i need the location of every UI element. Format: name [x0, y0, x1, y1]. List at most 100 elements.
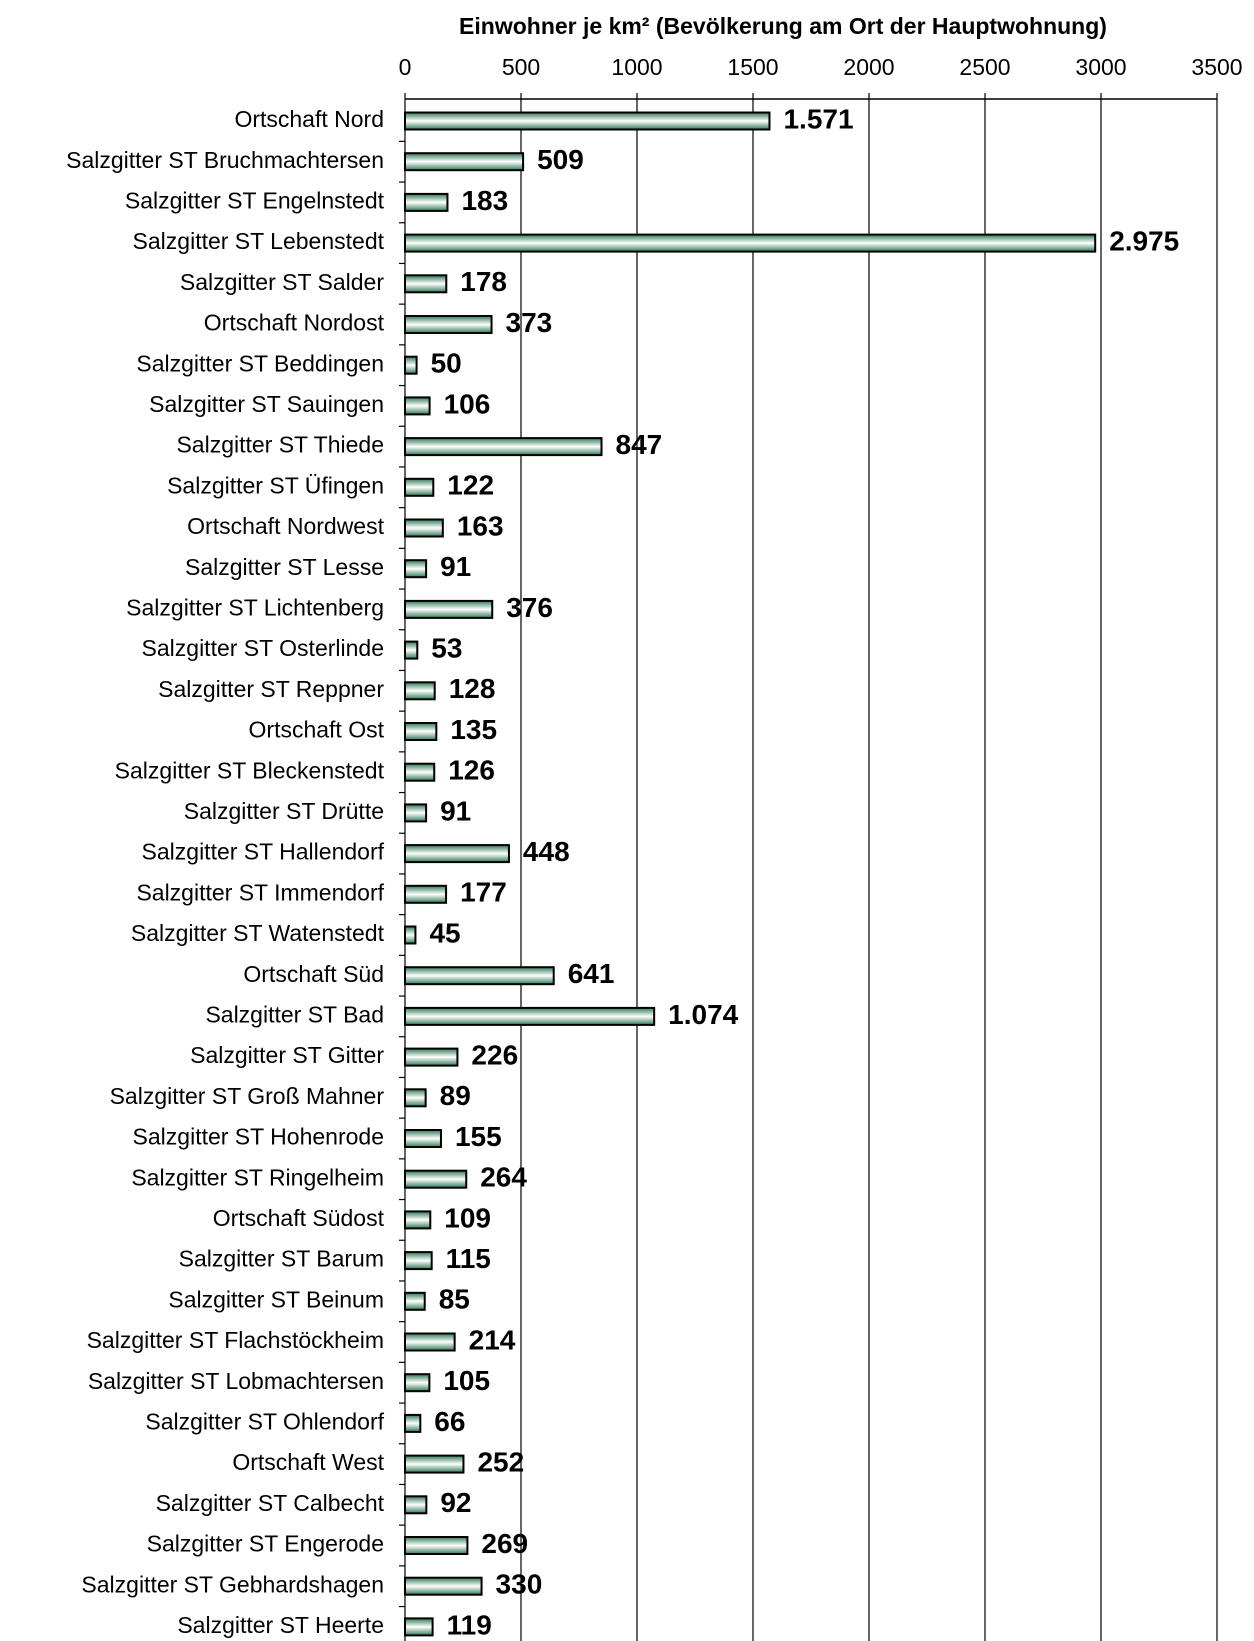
bar [404, 437, 603, 457]
value-label: 509 [537, 144, 584, 175]
category-label: Salzgitter ST Bruchmachtersen [66, 147, 384, 173]
bar [404, 1006, 656, 1026]
value-label: 1.571 [783, 103, 853, 134]
bar [404, 1413, 422, 1433]
bar [404, 1210, 432, 1230]
category-label: Salzgitter ST Osterlinde [142, 635, 384, 661]
bar [404, 1536, 469, 1555]
bar [404, 1047, 459, 1067]
category-label: Salzgitter ST Ohlendorf [145, 1408, 384, 1434]
bar [404, 722, 438, 741]
value-label: 105 [443, 1365, 490, 1396]
bar [404, 192, 449, 212]
bar [404, 1291, 426, 1311]
category-label: Salzgitter ST Thiede [176, 432, 384, 458]
value-label: 2.975 [1109, 225, 1179, 256]
value-label: 847 [616, 429, 663, 460]
bar [404, 274, 448, 294]
value-label: 252 [477, 1446, 524, 1477]
value-label: 183 [461, 185, 508, 216]
value-label: 269 [481, 1528, 528, 1559]
bar [404, 1332, 456, 1352]
bar [404, 844, 510, 864]
x-tick-label: 0 [399, 54, 412, 80]
value-label: 226 [471, 1039, 518, 1070]
value-label: 122 [447, 470, 494, 501]
category-label: Salzgitter ST Lesse [185, 554, 384, 580]
category-label: Salzgitter ST Engelnstedt [125, 187, 385, 213]
bar [404, 884, 448, 904]
category-label: Salzgitter ST Gitter [190, 1042, 384, 1068]
value-label: 155 [455, 1121, 502, 1152]
value-label: 373 [506, 307, 553, 338]
bar [404, 1129, 442, 1148]
category-label: Salzgitter ST Üfingen [167, 472, 384, 498]
x-tick-label: 2000 [843, 54, 894, 80]
category-label: Salzgitter ST Engerode [147, 1531, 384, 1557]
category-label: Salzgitter ST Barum [179, 1246, 384, 1272]
bar [404, 233, 1097, 253]
category-label: Salzgitter ST Flachstöckheim [87, 1327, 384, 1353]
bar [404, 762, 436, 782]
category-label: Salzgitter ST Drütte [184, 798, 384, 824]
category-label: Salzgitter ST Sauingen [149, 391, 384, 417]
category-label: Salzgitter ST Bad [205, 1001, 384, 1027]
value-label: 109 [444, 1202, 491, 1233]
value-label: 448 [523, 836, 570, 867]
bar [404, 477, 435, 497]
bar [404, 518, 444, 538]
value-label: 1.074 [668, 999, 738, 1030]
value-label: 85 [439, 1284, 470, 1315]
category-label: Salzgitter ST Beddingen [136, 350, 384, 376]
value-label: 91 [440, 551, 471, 582]
chart-title: Einwohner je km² (Bevölkerung am Ort der… [459, 13, 1107, 39]
value-label: 106 [444, 388, 491, 419]
value-label: 163 [457, 510, 504, 541]
bar [404, 1373, 431, 1393]
x-tick-label: 1000 [611, 54, 662, 80]
bar [404, 152, 525, 172]
category-label: Salzgitter ST Ringelheim [131, 1164, 384, 1190]
bar [404, 315, 493, 334]
bar [404, 1169, 468, 1189]
bar [404, 1251, 433, 1271]
bar [404, 1617, 434, 1637]
value-label: 126 [448, 755, 495, 786]
value-label: 214 [469, 1324, 516, 1355]
bar [404, 640, 419, 660]
category-label: Salzgitter ST Hallendorf [142, 839, 385, 865]
bar [404, 1454, 465, 1474]
category-label: Salzgitter ST Gebhardshagen [81, 1571, 384, 1597]
x-tick-label: 3000 [1075, 54, 1126, 80]
bar [404, 396, 431, 416]
bar [404, 1088, 427, 1108]
x-tick-label: 2500 [959, 54, 1010, 80]
bar [404, 1495, 428, 1515]
value-label: 50 [431, 348, 462, 379]
x-tick-label: 3500 [1191, 54, 1242, 80]
value-label: 89 [440, 1080, 471, 1111]
category-label: Salzgitter ST Beinum [168, 1286, 384, 1312]
category-label: Ortschaft West [232, 1449, 384, 1475]
value-label: 177 [460, 877, 507, 908]
value-label: 92 [440, 1487, 471, 1518]
category-label: Salzgitter ST Lebenstedt [133, 228, 385, 254]
category-label: Ortschaft Südost [213, 1205, 385, 1231]
bar [404, 559, 428, 579]
category-label: Salzgitter ST Lichtenberg [126, 594, 384, 620]
bar [404, 681, 436, 701]
category-label: Salzgitter ST Watenstedt [131, 920, 385, 946]
bar [404, 966, 555, 986]
bar [404, 803, 428, 823]
value-label: 45 [429, 917, 460, 948]
bar [404, 925, 417, 945]
bar [404, 355, 418, 375]
value-label: 330 [496, 1569, 543, 1600]
value-label: 66 [434, 1406, 465, 1437]
category-label: Salzgitter ST Immendorf [136, 879, 384, 905]
category-label: Salzgitter ST Groß Mahner [110, 1083, 385, 1109]
category-label: Salzgitter ST Salder [180, 269, 384, 295]
x-tick-label: 1500 [727, 54, 778, 80]
